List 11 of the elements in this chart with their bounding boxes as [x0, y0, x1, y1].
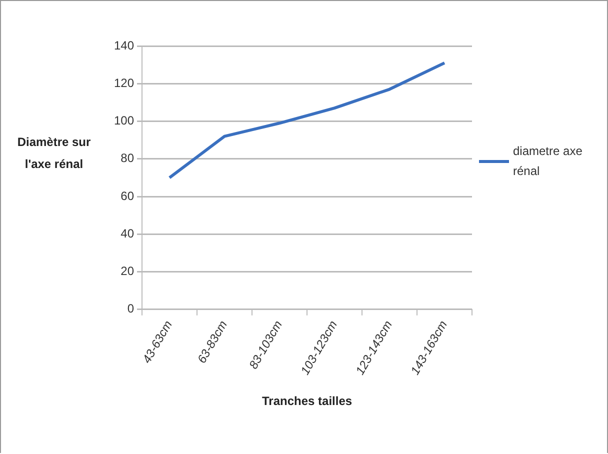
- y-tick-label: 60: [120, 188, 134, 203]
- y-tick-label: 20: [120, 264, 134, 278]
- y-tick-label: 120: [114, 76, 134, 90]
- y-tick-label: 100: [114, 114, 134, 128]
- y-tick-label: 80: [120, 151, 134, 166]
- y-tick-label: 0: [127, 302, 134, 316]
- x-axis-title: Tranches tailles: [262, 394, 352, 408]
- y-tick-label: 140: [114, 38, 134, 52]
- legend-label: diametre axe rénal: [513, 143, 583, 180]
- y-axis-title: Diamètre sur l'axe rénal: [16, 134, 92, 173]
- y-tick-label: 40: [120, 226, 134, 240]
